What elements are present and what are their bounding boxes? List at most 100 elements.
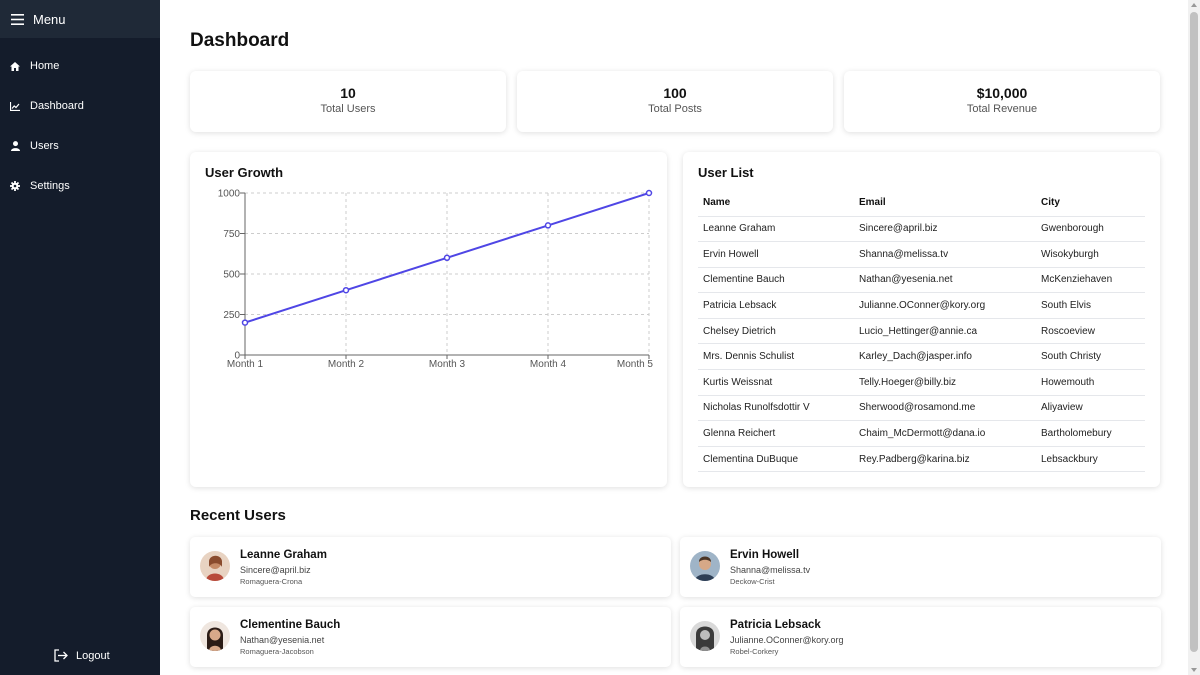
user-icon [10,141,20,151]
table-row: Leanne Graham Sincere@april.biz Gwenboroug… [698,216,1145,243]
user-name-cell: Patricia Lebsack [698,292,854,319]
user-email-cell: Sincere@april.biz [854,216,1036,243]
y-tick-label: 750 [223,229,240,240]
table-row: Glenna Reichert Chaim_McDermott@dana.io Ba… [698,420,1145,447]
y-tick-label: 1000 [218,189,241,200]
data-point [342,286,350,294]
user-email-cell: Julianne.OConner@kory.org [854,292,1036,319]
sidebar-item-label: Users [30,140,59,152]
user-city-cell: South Christy [1036,343,1145,371]
user-city-cell: Wisokyburgh [1036,241,1145,268]
avatar [200,551,230,581]
user-email-cell: Telly.Hoeger@billy.biz [854,369,1036,396]
user-name: Ervin Howell [730,549,800,561]
column-header-email: Email [854,190,1036,217]
scroll-down-arrow-icon[interactable] [1191,668,1197,672]
x-tick-label: Month 2 [328,359,365,370]
sidebar-item-label: Settings [30,180,70,192]
stat-card-revenue: $10,000 Total Revenue [844,71,1160,132]
user-name-cell: Nicholas Runolfsdottir V [698,395,854,422]
user-card[interactable]: Ervin Howell Shanna@melissa.tv Deckow-Cr… [680,537,1161,597]
page-scrollbar[interactable] [1188,0,1200,675]
avatar [690,621,720,651]
sidebar: Menu Home Dashboard Users Settings [0,0,160,675]
user-name: Patricia Lebsack [730,619,821,631]
user-name: Leanne Graham [240,549,327,561]
y-tick-label: 500 [223,270,240,281]
x-tick-label: Month 4 [530,359,567,370]
stat-value: $10,000 [976,85,1028,101]
menu-toggle[interactable]: Menu [0,0,160,38]
sidebar-item-settings[interactable]: Settings [0,166,160,206]
data-point [645,189,653,197]
sidebar-nav: Home Dashboard Users Settings [0,46,160,206]
stat-card-users: 10 Total Users [190,71,506,132]
x-tick-label: Month 5 [617,359,654,370]
user-name-cell: Mrs. Dennis Schulist [698,343,854,371]
user-growth-panel: User Growth 0 250 500 750 1000 Month 1 Month 2… [190,152,667,487]
avatar [690,551,720,581]
table-row: Chelsey Dietrich Lucio_Hettinger@annie.ca… [698,318,1145,345]
data-point [241,319,249,326]
table-row: Mrs. Dennis Schulist Karley_Dach@jasper.i… [698,343,1145,371]
user-email-cell: Shanna@melissa.tv [854,241,1036,268]
user-growth-chart: 0 250 500 750 1000 Month 1 Month 2 Month 3 Month… [218,189,654,371]
user-city-cell: McKenziehaven [1036,267,1145,294]
sidebar-item-users[interactable]: Users [0,126,160,166]
sidebar-item-label: Dashboard [30,100,84,112]
table-row: Clementina DuBuque Rey.Padberg@karina.biz… [698,446,1145,473]
stat-card-posts: 100 Total Posts [517,71,833,132]
user-email-cell: Karley_Dach@jasper.info [854,343,1036,371]
home-icon [10,61,20,71]
scroll-up-arrow-icon[interactable] [1191,3,1197,7]
user-email: Sincere@april.biz [240,565,311,575]
menu-label: Menu [33,11,66,27]
user-card[interactable]: Clementine Bauch Nathan@yesenia.net Roma… [190,607,671,667]
table-row: Patricia Lebsack Julianne.OConner@kory.or… [698,292,1145,319]
chart-title: User Growth [205,165,284,180]
user-email-cell: Rey.Padberg@karina.biz [854,446,1036,473]
scroll-thumb[interactable] [1190,12,1198,652]
user-city-cell: Roscoeview [1036,318,1145,345]
hamburger-icon[interactable] [11,13,24,25]
user-company: Robel-Corkery [730,647,779,656]
user-city-cell: Lebsackbury [1036,446,1145,473]
column-header-city: City [1036,190,1145,217]
user-email-cell: Chaim_McDermott@dana.io [854,420,1036,447]
gear-icon [10,181,20,191]
user-name-cell: Clementine Bauch [698,267,854,294]
user-list-panel: User List Name Email City Leanne Graham S… [683,152,1160,487]
user-email-cell: Nathan@yesenia.net [854,267,1036,294]
user-table: Name Email City Leanne Graham Sincere@apr… [698,190,1145,473]
stat-label: Total Users [320,103,376,115]
logout-button[interactable]: Logout [54,649,110,662]
logout-icon [54,649,68,662]
user-city-cell: Bartholomebury [1036,420,1145,447]
table-row: Clementine Bauch Nathan@yesenia.net McKenz… [698,267,1145,294]
table-body: Leanne Graham Sincere@april.biz Gwenboroug… [698,216,1145,473]
user-company: Romaguera-Jacobson [240,647,314,656]
table-row: Nicholas Runolfsdottir V Sherwood@rosamon… [698,395,1145,422]
main-content: Dashboard 10 Total Users 100 Total Posts… [160,0,1188,675]
user-card[interactable]: Leanne Graham Sincere@april.biz Romaguer… [190,537,671,597]
sidebar-item-home[interactable]: Home [0,46,160,86]
user-name-cell: Chelsey Dietrich [698,318,854,345]
data-point [443,254,451,262]
stat-label: Total Revenue [966,103,1038,115]
sidebar-item-label: Home [30,60,60,72]
stat-value: 100 [663,85,687,101]
user-email-cell: Lucio_Hettinger@annie.ca [854,318,1036,345]
user-city-cell: Aliyaview [1036,395,1145,422]
table-header-row: Name Email City [698,190,1145,217]
user-list-title: User List [698,165,754,180]
sidebar-item-dashboard[interactable]: Dashboard [0,86,160,126]
recent-users-title: Recent Users [190,507,286,524]
user-email: Julianne.OConner@kory.org [730,635,844,645]
x-tick-label: Month 3 [429,359,466,370]
user-card[interactable]: Patricia Lebsack Julianne.OConner@kory.o… [680,607,1161,667]
user-city-cell: Howemouth [1036,369,1145,396]
logout-label: Logout [76,649,110,662]
user-name-cell: Ervin Howell [698,241,854,268]
x-tick-label: Month 1 [227,359,264,370]
user-company: Deckow-Crist [730,577,775,586]
